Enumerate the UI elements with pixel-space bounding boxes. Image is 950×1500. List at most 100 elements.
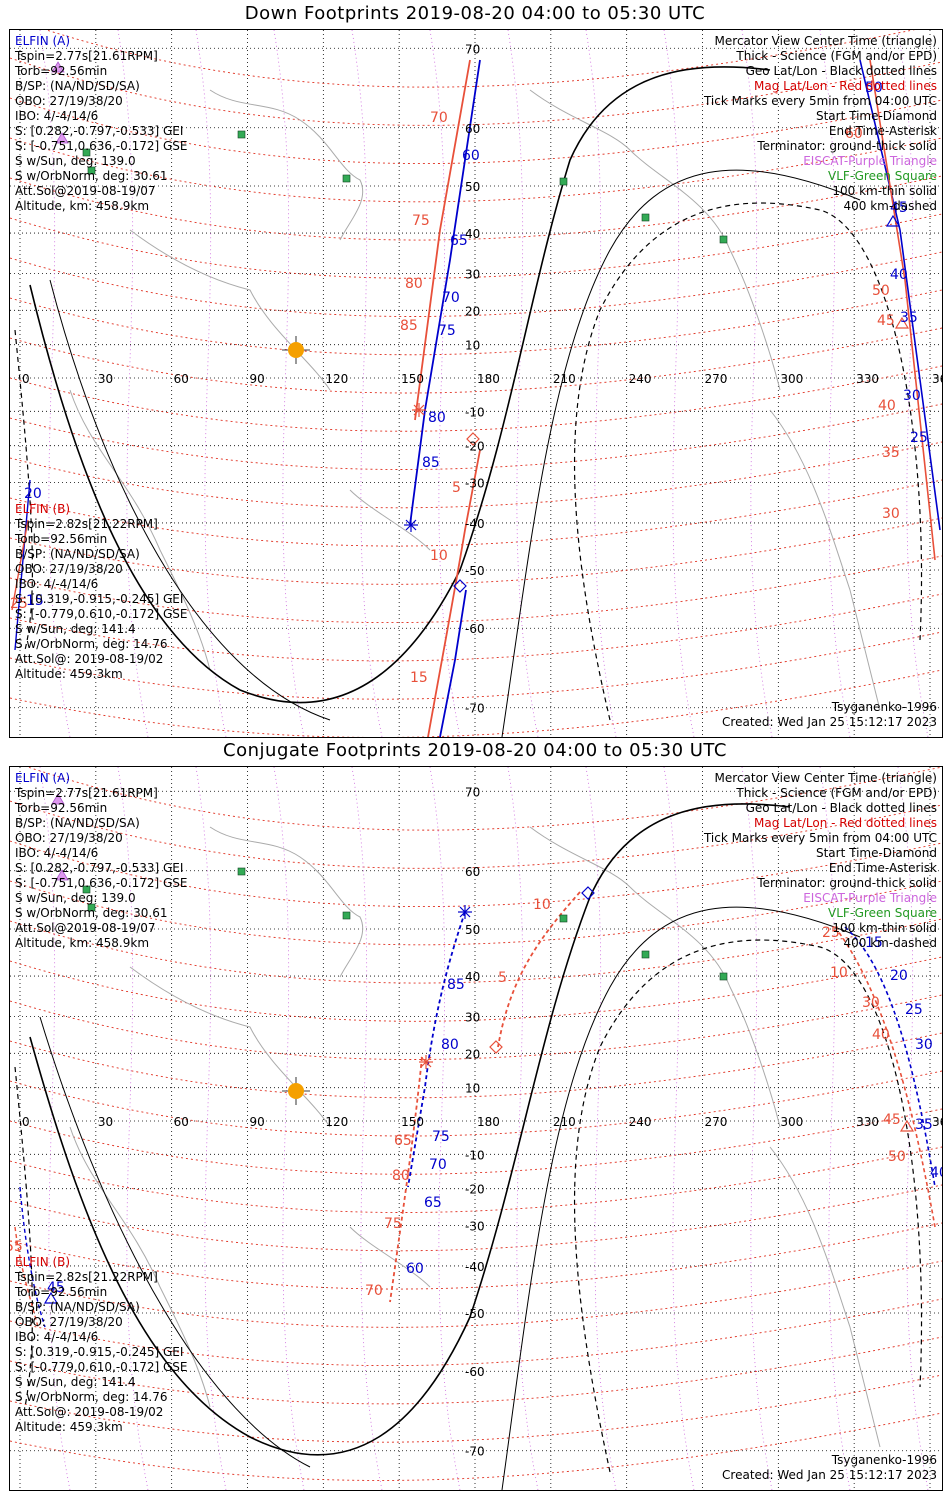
elfin-b-info-line: S w/OrbNorm, deg: 14.76	[15, 637, 168, 651]
lat-label: -20	[465, 1183, 485, 1197]
legend-item: EISCAT-Purple Triangle	[803, 891, 937, 905]
elfin-b-info-line: Tspin=2.82s[21.22RPM]	[15, 517, 158, 531]
elfin-b-info-line: Altitude: 459.3km	[15, 1420, 123, 1434]
panel-title-down: Down Footprints 2019-08-20 04:00 to 05:3…	[244, 3, 706, 24]
trajectory-elfin-b-west	[14, 1226, 39, 1328]
lat-label: 10	[465, 1082, 480, 1096]
lat-label: 60	[465, 122, 480, 136]
sun-icon	[282, 1077, 310, 1105]
footer-line: Created: Wed Jan 25 15:12:17 2023	[722, 1468, 937, 1482]
map-conjugate[interactable]: 0 30 60 90 120 150 180 210 240 270 300 330 360 70 60 50…	[9, 766, 943, 1491]
map-labels: 0 30 60 90 120 150 180 210 240 270 300 330 360 70 60 50…	[10, 42, 942, 715]
legend-item: End Time-Asterisk	[828, 124, 937, 138]
time-tick-label: 15	[865, 935, 883, 951]
time-tick-label: 10	[533, 897, 551, 913]
elfin-b-name: ELFIN (B)	[15, 502, 71, 516]
elfin-a-info: ELFIN (A) Tspin=2.77s[21.61RPM] Torb=92.5…	[15, 34, 188, 214]
lat-label: 40	[465, 970, 480, 984]
elfin-b-info-line: S: [-0.779,0.610,-0.172] GSE	[15, 607, 188, 621]
time-tick-label: 5	[452, 480, 461, 496]
end-time-asterisk-a	[458, 905, 472, 919]
time-tick-label: 20	[24, 486, 42, 502]
elfin-a-info-line: Altitude, km: 458.9km	[15, 199, 150, 213]
lon-label: 240	[629, 372, 652, 386]
elfin-b-info-line: IBO: 4/-4/14/6	[15, 577, 99, 591]
time-tick-label: 80	[428, 410, 446, 426]
time-tick-label: 15	[26, 593, 44, 609]
time-tick-label: 80	[441, 1037, 459, 1053]
lat-label: 30	[465, 268, 480, 282]
elfin-a-info-line: S w/OrbNorm, deg: 30.61	[15, 169, 168, 183]
map-down-svg: 0 30 60 90 120 150 180 210 240 270 300 330 360 70 60 50…	[10, 30, 942, 737]
lon-label: 270	[705, 1115, 728, 1129]
elfin-b-info-line: Tspin=2.82s[21.22RPM]	[15, 1270, 158, 1284]
elfin-b-info-line: S w/Sun, deg: 141.4	[15, 1375, 136, 1389]
time-tick-label: 70	[365, 1283, 383, 1299]
time-tick-label: 70	[442, 290, 460, 306]
lat-label: -30	[465, 1219, 485, 1233]
elfin-a-info-line: OBO: 27/19/38/20	[15, 94, 123, 108]
terminator-line	[29, 66, 771, 704]
time-tick-label: 30	[862, 995, 880, 1011]
lat-label: 50	[465, 180, 480, 194]
terminator-line	[29, 803, 791, 1456]
time-tick-label: 25	[10, 596, 28, 612]
lon-label: 360	[932, 372, 942, 386]
time-tick-label: 70	[429, 1157, 447, 1173]
time-tick-label: 25	[822, 925, 840, 941]
lat-label: 30	[465, 1011, 480, 1025]
lon-label: 330	[856, 1115, 879, 1129]
lon-label: 180	[477, 1115, 500, 1129]
lon-label: 150	[401, 1115, 424, 1129]
time-tick-label: 85	[400, 318, 418, 334]
time-tick-label: 45	[890, 200, 908, 216]
terminator-400km	[14, 202, 923, 721]
legend-item: 100 km-thin solid	[832, 184, 937, 198]
elfin-a-info-line: S: [-0.751,0.636,-0.172] GSE	[15, 139, 188, 153]
legend-item: Thick - Science (FGM and/or EPD)	[736, 49, 937, 63]
legend-item: Mag Lat/Lon - Red dotted lines	[753, 79, 937, 93]
lon-label: 0	[22, 372, 30, 386]
elfin-a-info-line: Torb=92.56min	[15, 801, 108, 815]
time-tick-label: 75	[384, 1216, 402, 1232]
center-triangle-b	[899, 1119, 915, 1132]
elfin-b-info-line: Torb=92.56min	[15, 1285, 108, 1299]
time-tick-label: 50	[872, 283, 890, 299]
end-time-asterisk-a	[404, 518, 418, 532]
footer-line: Created: Wed Jan 25 15:12:17 2023	[722, 715, 937, 729]
lon-label: 120	[325, 372, 348, 386]
time-tick-label: 10	[430, 548, 448, 564]
map-down[interactable]: 0 30 60 90 120 150 180 210 240 270 300 330 360 70 60 50…	[9, 29, 943, 738]
legend-item: Terminator: ground-thick solid	[757, 876, 937, 890]
elfin-b-info-line: S w/OrbNorm, deg: 14.76	[15, 1390, 168, 1404]
time-tick-label: 80	[392, 1168, 410, 1184]
eiscat-triangles	[51, 793, 69, 881]
elfin-b-lines: Tspin=2.82s[21.22RPM] Torb=92.56min B/SP: …	[15, 517, 188, 682]
legend: Mercator View Center Time (triangle) Thic…	[704, 771, 937, 951]
lon-label: 0	[22, 1115, 30, 1129]
lon-label: 330	[856, 372, 879, 386]
time-tick-label: 40	[878, 398, 896, 414]
legend-item: Start Time-Diamond	[815, 846, 937, 860]
elfin-b-info-line: B/SP: (NA/ND/SD/SA)	[15, 547, 140, 561]
end-time-asterisk-b	[419, 1055, 433, 1069]
lat-label: 60	[465, 865, 480, 879]
elfin-a-info-line: S: [-0.751,0.636,-0.172] GSE	[15, 876, 188, 890]
elfin-a-lines: Tspin=2.77s[21.61RPM] Torb=92.56min B/SP: …	[15, 49, 188, 214]
elfin-a-info-line: S: [0.282,-0.797,-0.533] GEI	[15, 124, 184, 138]
time-tick-label: 60	[845, 126, 863, 142]
elfin-b-info-line: OBO: 27/19/38/20	[15, 1315, 123, 1329]
lon-label: 90	[250, 1115, 265, 1129]
trajectory-elfin-a	[409, 59, 481, 526]
lat-label: -30	[465, 476, 485, 490]
start-time-diamond-b	[466, 432, 480, 446]
footer-line: Tsyganenko-1996	[831, 1453, 937, 1467]
lon-label: 120	[325, 1115, 348, 1129]
elfin-b-info: ELFIN (B) Tspin=2.82s[21.22RPM] Torb=92.5…	[15, 502, 188, 682]
legend-item: 400 km-dashed	[843, 936, 937, 950]
trajectory-elfin-a	[407, 911, 466, 1188]
footer-model: Tsyganenko-1996 Created: Wed Jan 25 15:12…	[722, 700, 937, 730]
legend-item: Mag Lat/Lon - Red dotted lines	[753, 816, 937, 830]
time-tick-label: 40	[930, 1165, 942, 1181]
lat-label: 20	[465, 1047, 480, 1061]
